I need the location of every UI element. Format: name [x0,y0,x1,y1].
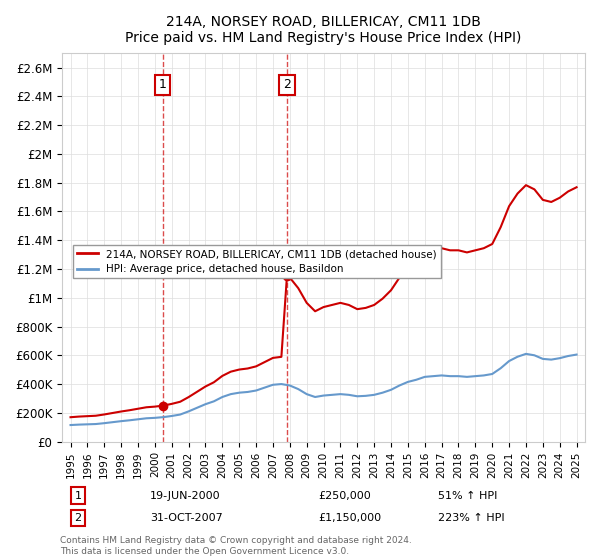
Title: 214A, NORSEY ROAD, BILLERICAY, CM11 1DB
Price paid vs. HM Land Registry's House : 214A, NORSEY ROAD, BILLERICAY, CM11 1DB … [125,15,522,45]
Text: 1: 1 [159,78,167,91]
Legend: 214A, NORSEY ROAD, BILLERICAY, CM11 1DB (detached house), HPI: Average price, de: 214A, NORSEY ROAD, BILLERICAY, CM11 1DB … [73,245,440,278]
Text: £1,150,000: £1,150,000 [318,513,381,523]
Text: 2: 2 [283,78,291,91]
Text: 2: 2 [74,513,82,523]
Text: 51% ↑ HPI: 51% ↑ HPI [438,491,497,501]
Text: 31-OCT-2007: 31-OCT-2007 [150,513,223,523]
Text: £250,000: £250,000 [318,491,371,501]
Text: 223% ↑ HPI: 223% ↑ HPI [438,513,505,523]
Text: 19-JUN-2000: 19-JUN-2000 [150,491,221,501]
Text: 1: 1 [74,491,82,501]
Text: Contains HM Land Registry data © Crown copyright and database right 2024.
This d: Contains HM Land Registry data © Crown c… [60,536,412,556]
